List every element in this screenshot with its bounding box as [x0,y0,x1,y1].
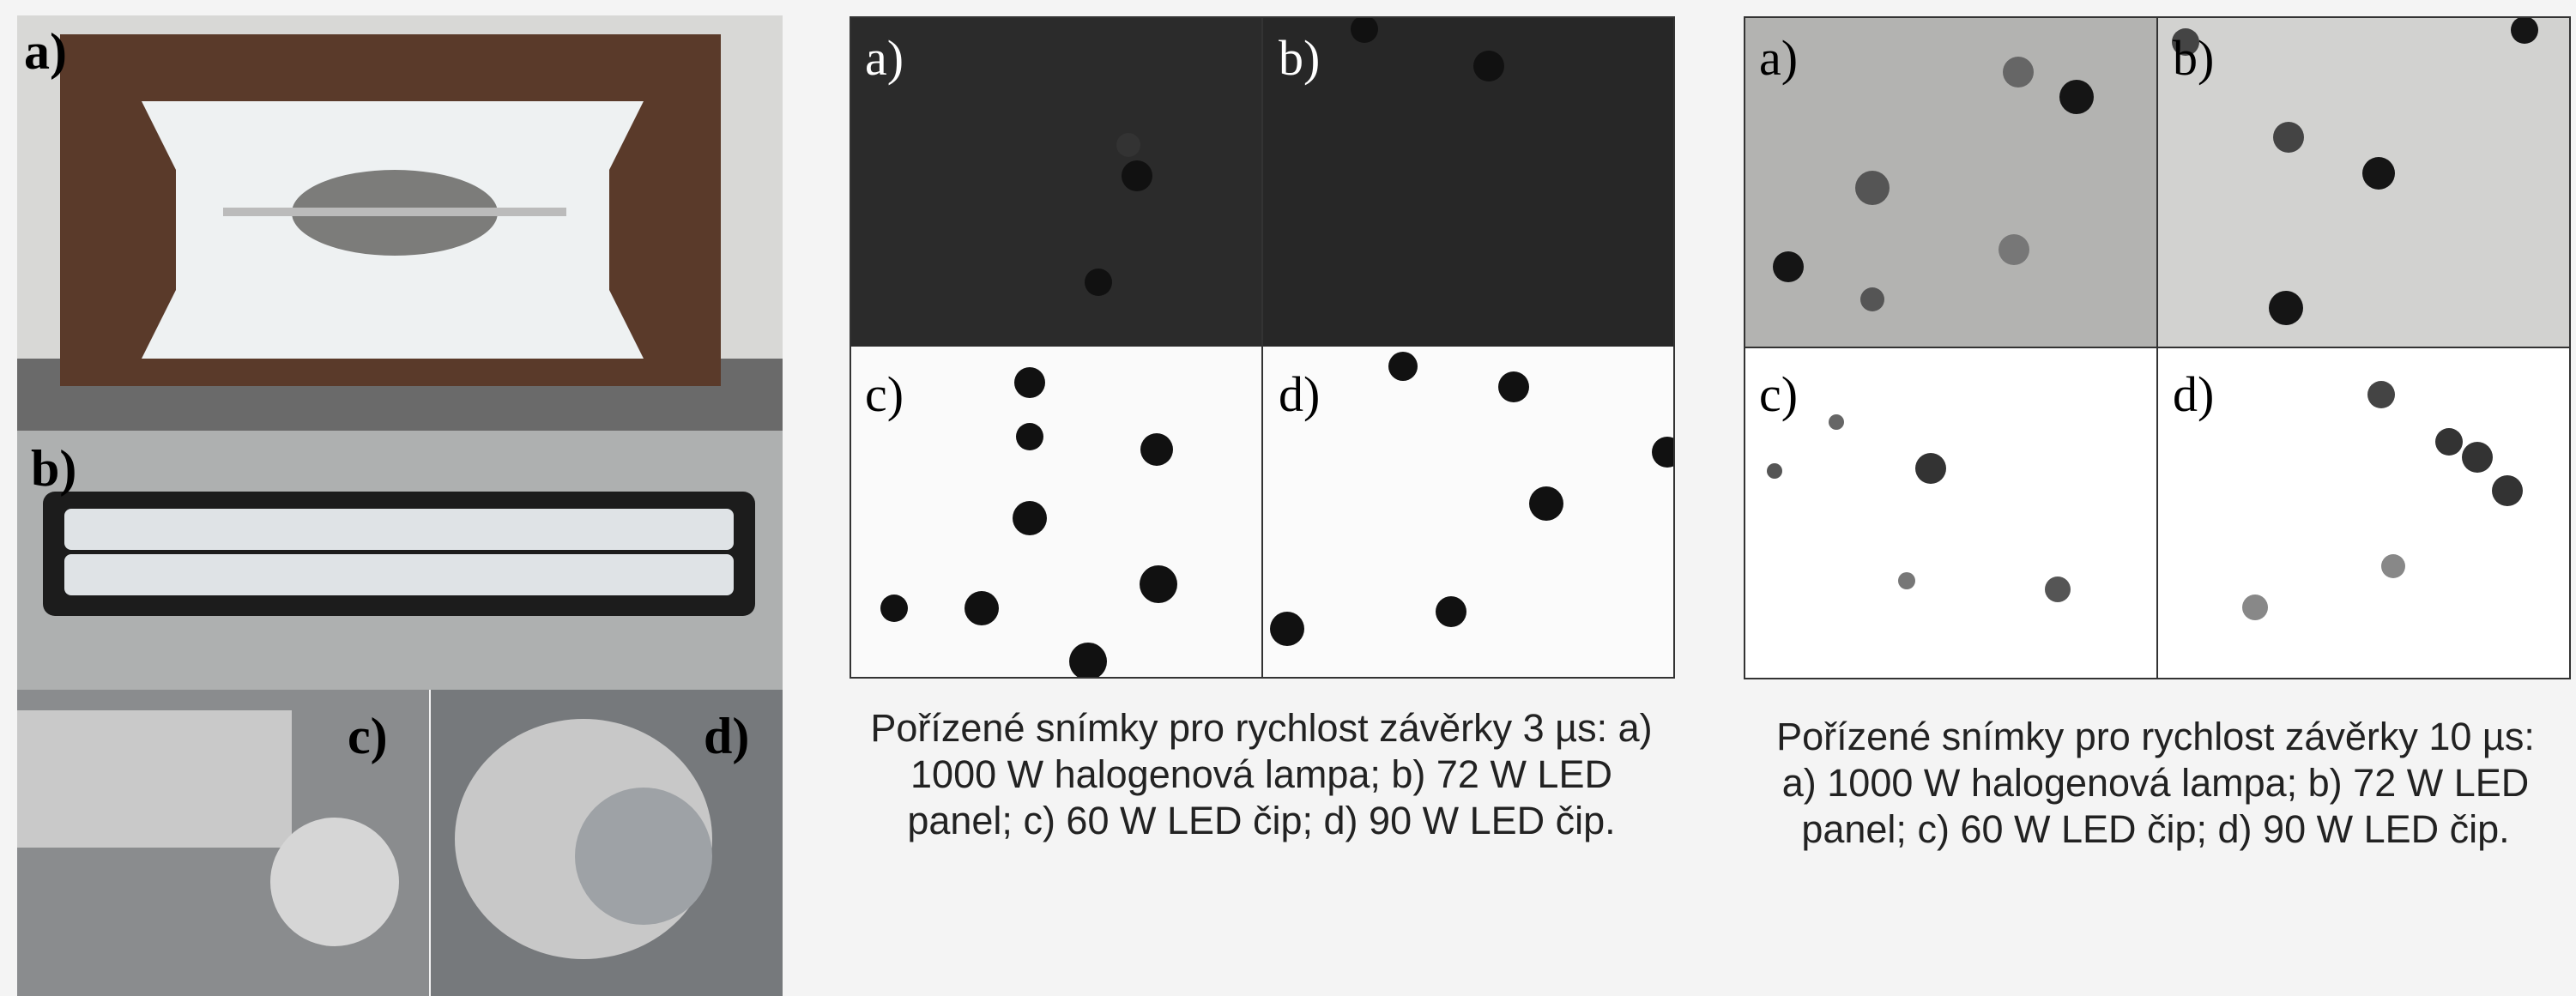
panel-label: a) [865,30,904,86]
panel-label: c) [865,366,904,422]
photo-label: b) [31,440,76,497]
panel [850,16,1262,347]
photo-label: d) [704,708,749,764]
lens [270,818,399,946]
panel-label: d) [2173,366,2214,422]
panel [1744,16,2157,347]
panel-label: c) [1759,366,1798,422]
caption: Pořízené snímky pro rychlost závěrky 10 … [1761,714,2550,853]
heatsink [17,710,292,848]
panel-label: a) [1759,30,1798,86]
panel-label: d) [1279,366,1320,422]
photo-label: a) [24,23,67,80]
panel [1744,347,2157,679]
photo-label: c) [348,708,388,764]
panel-label: b) [1279,30,1320,86]
lens [575,788,712,925]
caption: Pořízené snímky pro rychlost závěrky 3 µ… [862,705,1660,844]
panel [2157,347,2571,679]
figure-grid: a) b) c) d) [1744,16,2571,679]
photo-collage: a) b) c) d) [17,15,783,996]
page: a) b) c) d) a) b) c) d) Pořízené snímky … [0,0,2576,996]
panel [850,347,1262,679]
panel [1262,347,1675,679]
panel [1262,16,1675,347]
slide: a) b) c) d) a) b) c) d) Pořízené snímky … [0,0,2576,996]
panel [2157,16,2571,347]
figure-grid: a) b) c) d) [850,16,1675,679]
panel-label: b) [2173,30,2214,86]
lamp-tube [223,208,566,216]
